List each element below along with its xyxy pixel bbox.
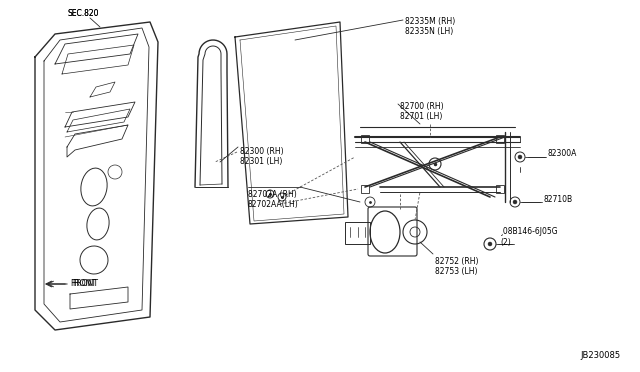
Circle shape — [513, 200, 517, 204]
Text: JB230085: JB230085 — [580, 351, 620, 360]
Bar — [361, 135, 369, 143]
Text: 82300 (RH)
82301 (LH): 82300 (RH) 82301 (LH) — [240, 147, 284, 166]
Bar — [496, 185, 504, 193]
Text: SEC.820: SEC.820 — [68, 10, 99, 19]
Circle shape — [518, 155, 522, 159]
Text: 82335M (RH)
82335N (LH): 82335M (RH) 82335N (LH) — [405, 17, 455, 36]
Text: ¸08B146-6J05G
(2): ¸08B146-6J05G (2) — [500, 227, 559, 247]
Text: 82710B: 82710B — [544, 196, 573, 205]
Bar — [345, 222, 370, 244]
Text: FRONT: FRONT — [72, 279, 98, 289]
Text: FRONT: FRONT — [70, 279, 96, 289]
Text: 82300A: 82300A — [548, 150, 577, 158]
Text: SEC.820: SEC.820 — [68, 10, 99, 19]
Circle shape — [488, 242, 492, 246]
Text: 82752 (RH)
82753 (LH): 82752 (RH) 82753 (LH) — [435, 257, 479, 276]
Bar — [361, 185, 369, 193]
Text: 82700 (RH)
82701 (LH): 82700 (RH) 82701 (LH) — [400, 102, 444, 121]
Bar — [496, 135, 504, 143]
Text: 82702A (RH)
82702AA(LH): 82702A (RH) 82702AA(LH) — [248, 190, 299, 209]
